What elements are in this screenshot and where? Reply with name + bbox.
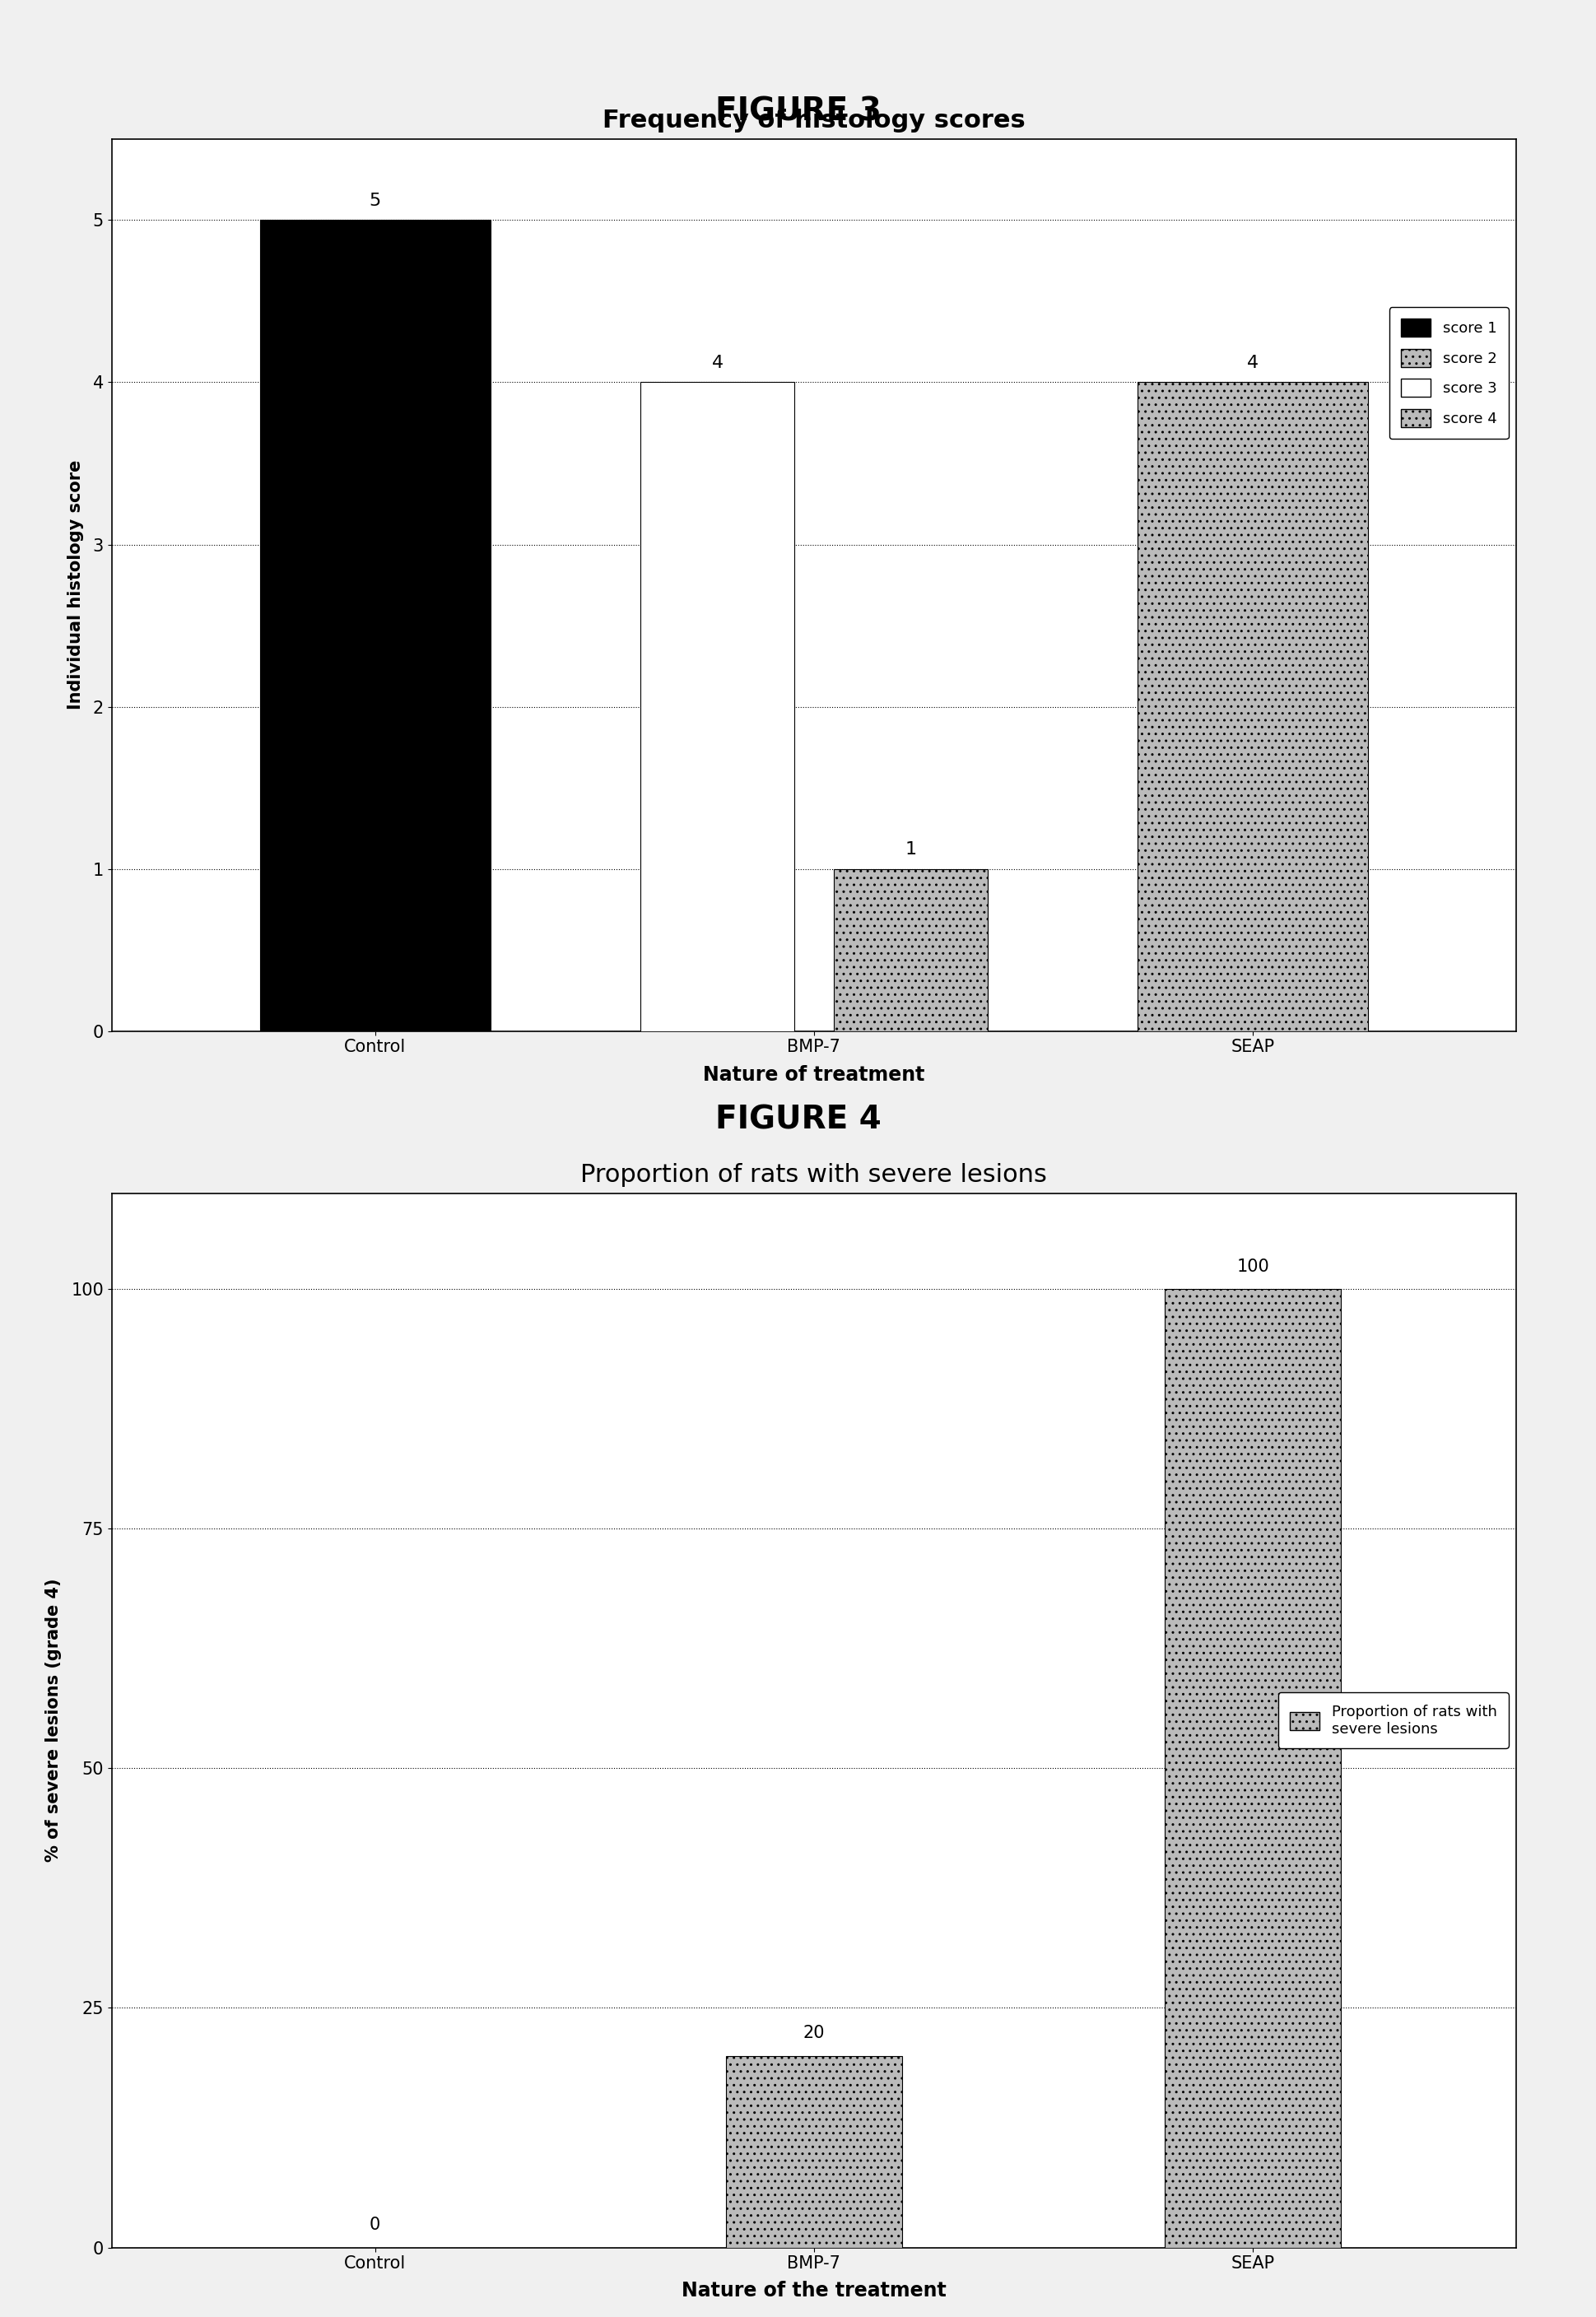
Title: Proportion of rats with severe lesions: Proportion of rats with severe lesions [581, 1163, 1047, 1186]
Text: 4: 4 [712, 355, 723, 371]
Legend: Proportion of rats with
severe lesions: Proportion of rats with severe lesions [1278, 1691, 1508, 1749]
Bar [1138, 382, 1368, 1031]
Y-axis label: Individual histology score: Individual histology score [67, 461, 83, 709]
Text: 0: 0 [370, 2217, 380, 2234]
Bar [640, 382, 795, 1031]
Text: 1: 1 [905, 841, 916, 857]
Text: 5: 5 [369, 192, 381, 209]
Text: 4: 4 [1246, 355, 1259, 371]
Bar [1165, 1288, 1341, 2247]
X-axis label: Nature of treatment: Nature of treatment [704, 1066, 924, 1084]
Title: Frequency of histology scores: Frequency of histology scores [603, 109, 1025, 132]
X-axis label: Nature of the treatment: Nature of the treatment [681, 2282, 946, 2301]
Text: FIGURE 4: FIGURE 4 [715, 1105, 881, 1135]
Text: 20: 20 [803, 2025, 825, 2041]
Bar [726, 2055, 902, 2247]
Text: FIGURE 3: FIGURE 3 [715, 97, 881, 127]
Text: 100: 100 [1237, 1258, 1269, 1274]
Y-axis label: % of severe lesions (grade 4): % of severe lesions (grade 4) [45, 1578, 62, 1863]
Bar [833, 869, 988, 1031]
Legend: score 1, score 2, score 3, score 4: score 1, score 2, score 3, score 4 [1389, 308, 1508, 438]
Bar [260, 220, 490, 1031]
